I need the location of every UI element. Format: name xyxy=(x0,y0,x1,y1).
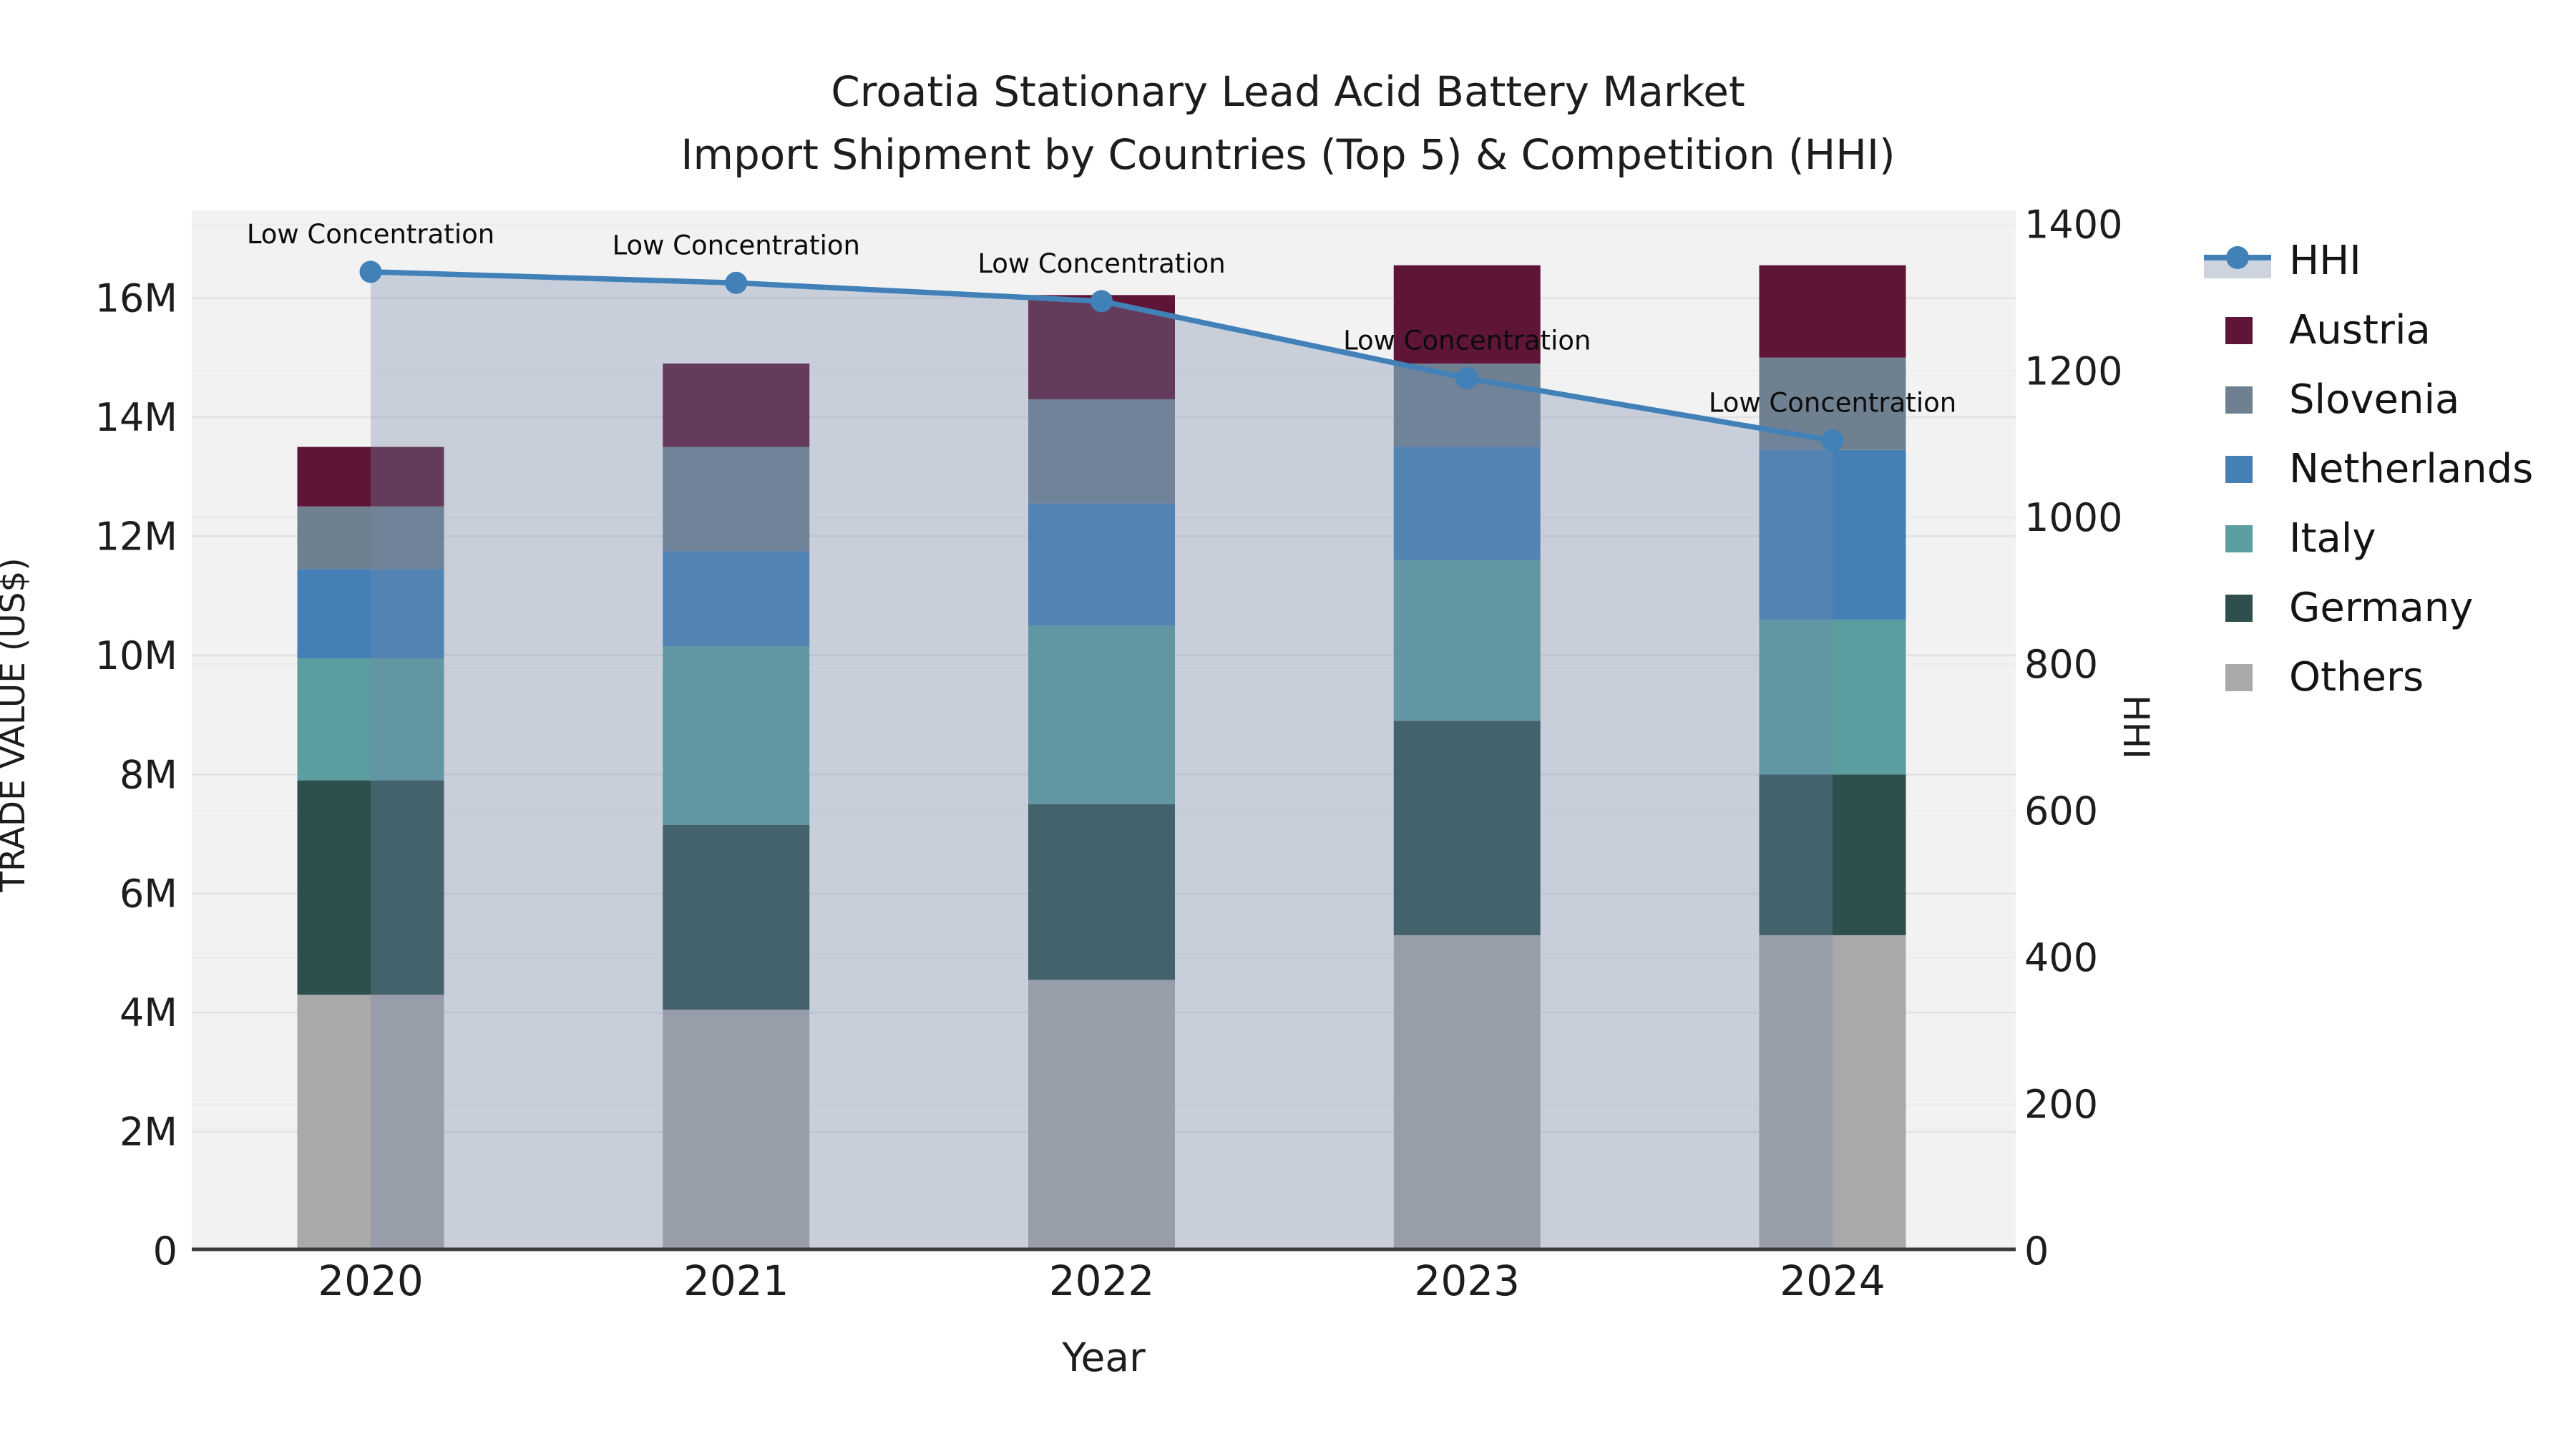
hhi-line-marker-icon xyxy=(2204,244,2271,278)
ytick-left-6M: 6M xyxy=(119,872,177,917)
ytick-left-2M: 2M xyxy=(119,1110,177,1155)
legend-label-hhi: HHI xyxy=(2289,238,2361,284)
annotation-2021: Low Concentration xyxy=(613,230,860,260)
bar-segment-2020-germany xyxy=(297,780,444,995)
hhi-point-2024 xyxy=(1821,429,1844,452)
bar-segment-2021-netherlands xyxy=(663,551,810,647)
ytick-right-400: 400 xyxy=(2024,935,2098,980)
legend-swatch-italy xyxy=(2225,525,2253,552)
bar-segment-2021-austria xyxy=(663,364,810,447)
bar-segment-2023-austria xyxy=(1393,265,1541,364)
xtick-2020: 2020 xyxy=(318,1257,424,1305)
hhi-point-2022 xyxy=(1091,290,1113,313)
bar-segment-2020-others xyxy=(297,995,444,1251)
bar-segment-2020-austria xyxy=(297,447,444,507)
x-axis-title: Year xyxy=(1061,1335,1146,1380)
legend-label-others: Others xyxy=(2289,654,2424,701)
ytick-right-800: 800 xyxy=(2024,642,2098,687)
annotation-2023: Low Concentration xyxy=(1343,326,1591,356)
ytick-left-0: 0 xyxy=(153,1229,177,1274)
bar-segment-2020-italy xyxy=(297,658,444,781)
bar-segment-2022-italy xyxy=(1028,625,1175,804)
hhi-point-2023 xyxy=(1455,367,1478,390)
y-axis-title-left: TRADE VALUE (US$) xyxy=(0,557,33,892)
legend-swatch-slovenia xyxy=(2225,386,2253,414)
legend-label-netherlands: Netherlands xyxy=(2289,446,2534,492)
bar-segment-2024-germany xyxy=(1759,774,1906,935)
bar-segment-2023-germany xyxy=(1393,721,1541,935)
bar-segment-2022-germany xyxy=(1028,804,1175,980)
legend-swatch-hhi xyxy=(2202,240,2289,283)
legend-label-slovenia: Slovenia xyxy=(2289,376,2460,423)
legend-item-germany: Germany xyxy=(2202,573,2533,643)
ytick-left-14M: 14M xyxy=(95,395,177,440)
bar-segment-2020-netherlands xyxy=(297,569,444,658)
ytick-left-4M: 4M xyxy=(119,990,177,1035)
legend-label-germany: Germany xyxy=(2289,585,2474,631)
bar-segment-2023-italy xyxy=(1393,560,1541,721)
legend-swatch-netherlands xyxy=(2225,455,2253,483)
hhi-area xyxy=(371,271,1833,1251)
annotation-2024: Low Concentration xyxy=(1709,388,1956,419)
annotation-2020: Low Concentration xyxy=(247,219,494,250)
bar-segment-2021-germany xyxy=(663,824,810,1010)
legend: HHI Austria Slovenia Netherlands Italy G… xyxy=(2202,226,2533,712)
bar-segment-2024-austria xyxy=(1759,265,1906,358)
annotation-2022: Low Concentration xyxy=(977,248,1225,279)
xtick-2024: 2024 xyxy=(1780,1257,1885,1305)
legend-item-hhi: HHI xyxy=(2202,226,2533,296)
bar-segment-2022-others xyxy=(1028,980,1175,1251)
bar-segment-2024-italy xyxy=(1759,619,1906,775)
bar-segment-2024-netherlands xyxy=(1759,449,1906,620)
legend-item-slovenia: Slovenia xyxy=(2202,365,2533,434)
ytick-right-200: 200 xyxy=(2024,1082,2098,1127)
ytick-left-8M: 8M xyxy=(119,752,177,797)
bar-segment-2022-slovenia xyxy=(1028,399,1175,504)
bar-segment-2023-others xyxy=(1393,935,1541,1251)
legend-swatch-others xyxy=(2225,663,2253,691)
bar-segment-2021-italy xyxy=(663,646,810,825)
bar-segment-2024-others xyxy=(1759,935,1906,1251)
xtick-2021: 2021 xyxy=(683,1257,789,1305)
hhi-point-2021 xyxy=(725,271,748,294)
bar-segment-2020-slovenia xyxy=(297,506,444,570)
chart-title-line1: Croatia Stationary Lead Acid Battery Mar… xyxy=(831,67,1745,116)
bar-segment-2023-netherlands xyxy=(1393,447,1541,560)
legend-item-netherlands: Netherlands xyxy=(2202,434,2533,504)
hhi-dot-swatch xyxy=(2226,245,2249,269)
ytick-left-10M: 10M xyxy=(95,633,177,678)
legend-item-austria: Austria xyxy=(2202,296,2533,365)
bar-segment-2021-slovenia xyxy=(663,447,810,552)
ytick-right-0: 0 xyxy=(2024,1229,2049,1274)
ytick-left-16M: 16M xyxy=(95,276,177,321)
ytick-right-1000: 1000 xyxy=(2024,495,2122,540)
xtick-2022: 2022 xyxy=(1049,1257,1155,1305)
legend-swatch-austria xyxy=(2225,316,2253,344)
bar-segment-2022-netherlands xyxy=(1028,503,1175,626)
y-axis-title-right: HHI xyxy=(2115,695,2157,759)
xtick-2023: 2023 xyxy=(1414,1257,1520,1305)
chart-title: Croatia Stationary Lead Acid Battery Mar… xyxy=(0,60,2576,186)
legend-label-italy: Italy xyxy=(2289,515,2376,562)
ytick-right-600: 600 xyxy=(2024,789,2098,834)
ytick-left-12M: 12M xyxy=(95,514,177,559)
legend-item-italy: Italy xyxy=(2202,504,2533,573)
legend-label-austria: Austria xyxy=(2289,307,2431,353)
bar-segment-2021-others xyxy=(663,1009,810,1251)
chart-title-line2: Import Shipment by Countries (Top 5) & C… xyxy=(680,130,1896,179)
legend-swatch-germany xyxy=(2225,594,2253,622)
hhi-point-2020 xyxy=(359,260,382,283)
ytick-right-1200: 1200 xyxy=(2024,348,2122,394)
ytick-right-1400: 1400 xyxy=(2024,202,2122,247)
legend-item-others: Others xyxy=(2202,643,2533,712)
